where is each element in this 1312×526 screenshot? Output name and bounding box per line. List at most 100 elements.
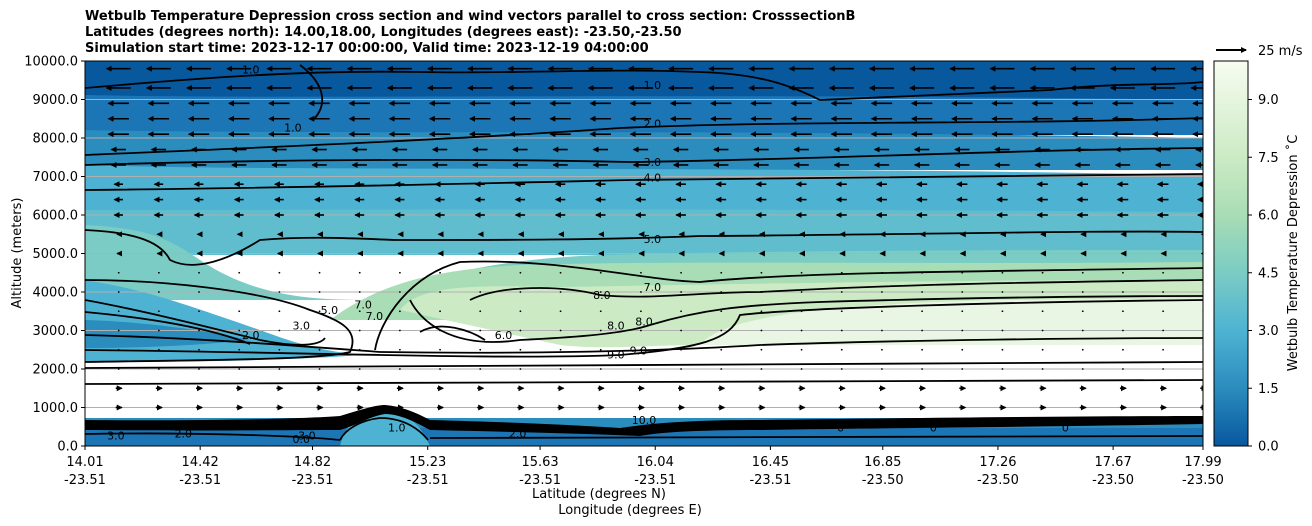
x-tick-label-lat: 14.42	[182, 455, 219, 470]
contour-label: 7.0	[366, 310, 384, 323]
contour-label: 2.0	[644, 117, 662, 130]
filled-contours	[85, 61, 1203, 446]
contour-label: 1.0	[242, 64, 260, 77]
wind-vector	[881, 271, 883, 274]
wind-vector	[800, 368, 803, 370]
y-axis: 0.0 1000.0 2000.0 3000.0 4000.0 5000.0 6000.0 7…	[24, 55, 85, 455]
colorbar-tick-label: 7.5	[1258, 151, 1279, 166]
wind-vector	[278, 329, 281, 332]
wind-vector	[1081, 310, 1084, 313]
wind-vector	[1001, 310, 1004, 313]
y-tick-label: 7000.0	[33, 170, 79, 185]
wind-vector	[840, 368, 843, 370]
wind-vector	[840, 348, 843, 351]
wind-vector	[1122, 329, 1124, 332]
wind-vector	[760, 271, 763, 274]
contour-label: 0	[1062, 422, 1069, 435]
wind-vector	[398, 368, 401, 370]
x-axis-label-lon: Longitude (degrees E)	[558, 503, 702, 518]
contour-label: 8.0	[607, 320, 625, 333]
contour-label: 0.0	[293, 433, 311, 446]
wind-vector	[1162, 329, 1165, 332]
x-tick-label-lon: -23.51	[292, 473, 334, 488]
wind-vector	[599, 348, 602, 351]
x-tick-label-lon: -23.50	[1092, 473, 1134, 488]
wind-vector	[1041, 348, 1044, 351]
contour-label: 7.0	[354, 298, 372, 311]
wind-vector	[198, 368, 200, 370]
wind-vector	[398, 348, 401, 351]
colorbar-label: Wetbulb Temperature Depression ˚C	[1285, 135, 1301, 372]
wind-vector	[1001, 348, 1004, 351]
wind-vector	[358, 348, 361, 351]
contour-line-6	[419, 325, 486, 341]
quiver-key-label: 25 m/s	[1258, 44, 1303, 59]
wind-vector	[840, 271, 843, 274]
wind-vector	[278, 348, 281, 351]
wind-vector	[961, 348, 964, 351]
x-tick-label-lon: -23.51	[407, 473, 449, 488]
band-dark-top	[85, 61, 1203, 100]
x-tick-label-lat: 16.85	[864, 455, 901, 470]
wind-vector	[1041, 271, 1044, 274]
wind-vector	[238, 329, 241, 332]
wind-vector	[1162, 291, 1165, 293]
wind-vector	[640, 310, 642, 313]
contour-label: 2.0	[509, 427, 527, 440]
wind-vector	[599, 329, 602, 332]
x-tick-label-lon: -23.51	[749, 473, 791, 488]
chart-title-line-1: Wetbulb Temperature Depression cross sec…	[85, 9, 855, 24]
chart-title-line-3: Simulation start time: 2023-12-17 00:00:…	[85, 41, 649, 56]
wind-vector	[238, 348, 241, 351]
contour-line-3b	[85, 299, 326, 346]
wind-vector	[720, 271, 723, 274]
band-blue-upper	[85, 95, 1203, 135]
wind-vector	[278, 291, 281, 293]
contour-label: 2.0	[175, 427, 193, 440]
wind-vector	[1122, 291, 1124, 293]
wind-vector	[680, 291, 682, 293]
wind-vector	[559, 329, 562, 332]
contour-line-lowC	[85, 334, 1203, 354]
wind-vector	[1081, 329, 1084, 332]
wind-vector	[1081, 291, 1084, 293]
y-tick-label: 1000.0	[33, 401, 79, 416]
wind-vector	[1162, 310, 1165, 313]
contour-label: 0	[930, 422, 937, 435]
wind-vector	[1081, 271, 1084, 274]
wind-vector	[599, 271, 602, 274]
contour-line-bottom-1	[339, 417, 429, 441]
wind-vector	[479, 271, 482, 274]
wind-vector	[519, 348, 522, 351]
contour-line-3	[85, 147, 1203, 166]
wind-vector	[157, 291, 160, 293]
wind-vector	[720, 329, 723, 332]
grid-lines	[85, 99, 1203, 408]
x-tick-label-lon: -23.51	[634, 473, 676, 488]
wind-vector	[198, 271, 200, 274]
colorbar-tick-label: 9.0	[1258, 93, 1279, 108]
wind-vector	[961, 329, 964, 332]
contour-label: 5.0	[321, 304, 339, 317]
wind-vector	[921, 329, 923, 332]
wind-vector	[961, 310, 964, 313]
wind-vector	[1122, 348, 1124, 351]
wind-vector	[157, 310, 160, 313]
wind-vector	[117, 271, 120, 274]
wind-vector	[479, 368, 482, 370]
wind-vector	[398, 291, 401, 293]
contour-label: 8.0	[635, 316, 653, 329]
contour-label: 1.0	[644, 79, 662, 92]
wind-vector	[358, 291, 361, 293]
wind-vector	[1162, 271, 1165, 274]
wind-vector	[961, 368, 964, 370]
wind-vector	[278, 271, 281, 274]
y-tick-label: 2000.0	[33, 363, 79, 378]
wind-vector	[358, 368, 361, 370]
contour-line-8b	[409, 295, 1203, 343]
wind-vector	[800, 329, 803, 332]
wind-vector	[1162, 348, 1165, 351]
wind-vector	[1122, 368, 1124, 370]
x-axis: 14.01 -23.51 14.42 -23.51 14.82 -23.51 15.23 -2…	[64, 446, 1224, 488]
wind-vector	[198, 310, 200, 313]
